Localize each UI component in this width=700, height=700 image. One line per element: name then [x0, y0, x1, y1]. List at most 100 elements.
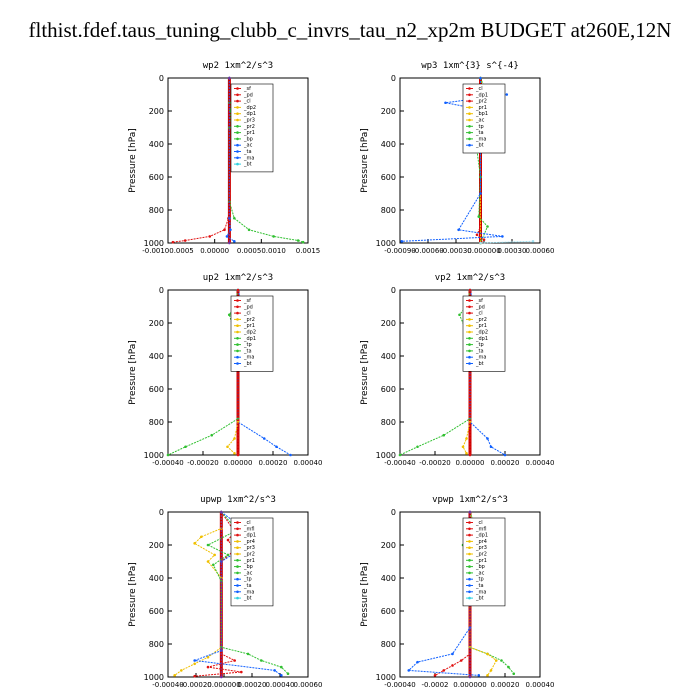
legend-marker: [468, 299, 471, 302]
x-tick-label: -0.0002: [421, 681, 448, 689]
y-tick-label: 400: [381, 352, 396, 361]
legend-entry: _ac: [475, 118, 485, 124]
x-tick-label: 0.000000: [467, 247, 500, 255]
data-point: [180, 669, 183, 672]
x-tick-label: -0.00020: [180, 681, 211, 689]
data-point: [206, 655, 210, 659]
legend-entry: _ma: [243, 355, 254, 361]
legend-marker: [468, 93, 471, 97]
data-point: [465, 452, 468, 455]
legend-marker: [236, 324, 239, 328]
legend-entry: _bp: [475, 564, 485, 570]
data-point: [228, 241, 231, 245]
legend-entry: _cl: [243, 99, 251, 105]
legend-entry: _dp2: [243, 105, 256, 111]
y-axis-label: Pressure [hPa]: [128, 562, 138, 627]
legend-entry: _tp: [475, 577, 484, 583]
legend-entry: _mfl: [243, 526, 255, 532]
legend-marker: [236, 118, 239, 122]
legend-marker: [468, 362, 471, 365]
legend-box: [230, 295, 274, 372]
series-line-ac: [465, 77, 493, 244]
legend-marker: [236, 521, 239, 524]
data-point: [275, 445, 278, 449]
data-point: [296, 239, 300, 242]
data-point: [400, 240, 404, 243]
data-point: [171, 240, 175, 244]
legend-marker: [468, 99, 471, 103]
series-line-dp1: [172, 78, 230, 243]
y-tick-label: 1000: [144, 239, 164, 248]
y-tick-label: 1000: [376, 239, 396, 248]
series-line-bt: [480, 240, 534, 244]
legend-entry: _ac: [243, 570, 253, 576]
data-point: [468, 510, 472, 514]
data-point: [501, 235, 504, 238]
x-tick-label: -0.00020: [419, 459, 450, 467]
series-line-pr1: [226, 421, 239, 454]
legend-marker: [468, 533, 471, 537]
y-tick-label: 0: [391, 74, 396, 83]
legend-marker: [468, 106, 471, 109]
legend-entry: _cl: [475, 86, 483, 92]
legend-marker: [236, 93, 239, 97]
data-point: [233, 659, 236, 662]
data-point: [503, 453, 507, 457]
y-axis-label: Pressure [hPa]: [128, 340, 138, 405]
data-point: [479, 76, 482, 80]
y-tick-label: 200: [381, 541, 396, 550]
legend-marker: [236, 106, 239, 109]
legend-entry: _pr1: [243, 558, 255, 564]
legend-marker: [468, 87, 471, 90]
data-point: [398, 453, 402, 457]
data-point: [468, 453, 472, 457]
data-point: [208, 235, 212, 238]
legend-marker: [236, 112, 239, 115]
legend-entry: _pd: [243, 92, 253, 98]
legend-marker: [468, 559, 471, 562]
legend-marker: [236, 131, 239, 134]
data-point: [183, 239, 187, 242]
legend-entry: _ta: [475, 130, 484, 136]
legend-entry: _bp: [243, 136, 253, 142]
x-tick-label: 0.00000: [456, 459, 485, 467]
legend-marker: [236, 552, 239, 556]
legend-entry: _bt: [243, 162, 252, 168]
y-tick-label: 200: [149, 319, 164, 328]
legend-entry: _pd: [475, 304, 485, 310]
y-tick-label: 600: [381, 385, 396, 394]
chart-panel-2: wp3 1xm^{3} s^{-4} Pressure [hPa] 0 200 400 6…: [360, 61, 554, 255]
page-title: flthist.fdef.taus_tuning_clubb_c_invrs_t…: [28, 18, 672, 42]
data-point: [193, 662, 196, 666]
x-tick-label: 0.00060: [294, 681, 323, 689]
data-point: [507, 665, 510, 669]
data-point: [200, 535, 203, 539]
legend-entry: _tp: [475, 342, 484, 348]
data-point: [407, 669, 411, 672]
chart-panel-3: up2 1xm^2/s^3 Pressure [hPa] 0 200 400 600 800…: [128, 273, 322, 467]
data-point: [280, 674, 283, 677]
legend-entry: _dp1: [243, 533, 256, 539]
data-point: [236, 453, 240, 457]
y-tick-label: 1000: [144, 451, 164, 460]
data-point: [233, 240, 236, 243]
legend-marker: [236, 318, 239, 321]
data-point: [166, 453, 170, 457]
data-point: [486, 652, 489, 656]
data-point: [301, 240, 305, 244]
data-point: [477, 215, 481, 218]
y-tick-label: 200: [149, 107, 164, 116]
data-point: [489, 669, 493, 672]
x-tick-label: 0.0015: [296, 247, 321, 255]
data-point: [240, 670, 243, 674]
legend-marker: [236, 527, 239, 531]
legend-entry: _dp1: [243, 111, 256, 117]
legend-entry: _cl: [475, 311, 483, 317]
y-tick-label: 600: [149, 385, 164, 394]
data-point: [458, 313, 461, 317]
legend-entry: _ma: [475, 589, 486, 595]
data-point: [475, 233, 479, 237]
legend-marker: [236, 330, 239, 334]
